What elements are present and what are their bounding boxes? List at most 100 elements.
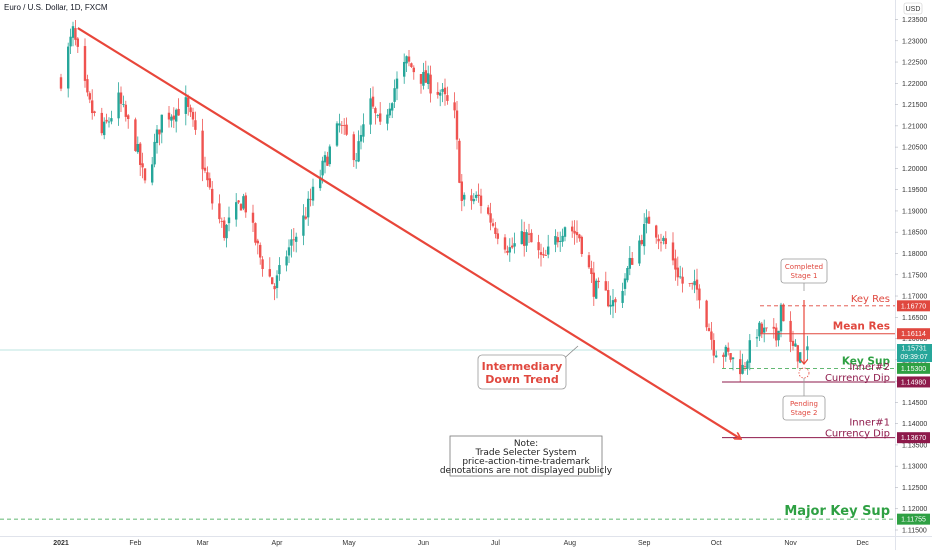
inner1-price-value: 1.13670 (901, 435, 926, 442)
note-box[interactable]: Note: Trade Selecter System price-action… (440, 435, 613, 477)
candle-up (777, 330, 780, 341)
candle-up (595, 280, 598, 299)
price-tick-label: 1.13500 (902, 442, 927, 449)
candle-down (127, 115, 130, 119)
candle-down (429, 74, 432, 94)
candle-up (638, 240, 641, 264)
candle-up (693, 281, 696, 286)
candle-up (626, 268, 629, 281)
candle-down (271, 277, 274, 285)
candle-up (806, 346, 809, 351)
inner2-price-value: 1.14980 (901, 379, 926, 386)
key-res-price-value: 1.16770 (901, 303, 926, 310)
candle-down (244, 195, 247, 213)
candle-up (611, 300, 615, 307)
candle-down (251, 212, 255, 223)
candle-down (292, 239, 295, 241)
candle-down (765, 327, 768, 329)
candle-down (254, 223, 257, 243)
intermediary-callout[interactable]: Intermediary Down Trend (477, 345, 579, 390)
candle-down (580, 236, 583, 255)
pending-stage-callout[interactable]: Pending Stage 2 (782, 378, 826, 421)
candle-up (547, 246, 550, 255)
current-price-tag: 1.15731 09:39:07 (897, 344, 932, 363)
candle-up (475, 194, 478, 198)
price-tick-label: 1.19000 (902, 208, 927, 215)
candle-down (59, 77, 63, 89)
key-sup-price-tag (897, 362, 930, 374)
candle-up (319, 176, 322, 189)
candle-up (295, 236, 298, 242)
candle-down (259, 244, 262, 258)
chart-title: Euro / U.S. Dollar, 1D, FXCM (4, 3, 108, 12)
candle-down (139, 143, 142, 165)
candle-down (172, 115, 175, 120)
candle-down (511, 245, 514, 248)
candle-down (220, 221, 223, 222)
candle-down (345, 124, 348, 135)
mean-res-price-tag (897, 328, 930, 340)
candle-down (218, 203, 221, 220)
bar-countdown: 09:39:07 (900, 354, 927, 361)
candle-down (530, 232, 533, 243)
candle-down (657, 238, 660, 242)
candle-up (643, 224, 646, 247)
candle-up (794, 343, 797, 347)
candle-down (523, 231, 526, 246)
stage-target-circle (798, 367, 810, 379)
inner2-price-tag (897, 376, 930, 388)
candle-down (91, 100, 94, 114)
candle-up (369, 98, 372, 125)
candle-up (357, 141, 360, 162)
candle-down (237, 200, 240, 203)
candle-down (539, 252, 543, 255)
pending-label-line2: Stage 2 (791, 409, 818, 417)
pending-label-line1: Pending (790, 400, 818, 408)
candle-down (211, 188, 214, 204)
candle-down (647, 216, 651, 224)
candle-up (275, 275, 279, 289)
candle-down (436, 91, 439, 95)
price-tick-label: 1.22000 (902, 81, 927, 88)
candle-up (67, 46, 70, 89)
candle-down (410, 63, 413, 68)
note-line3: price-action-time-trademark (462, 457, 590, 467)
down-trend-line[interactable] (77, 27, 740, 439)
candle-up (724, 346, 727, 357)
candle-up (559, 240, 562, 242)
inner2-label-line2: Currency Dip (825, 373, 890, 384)
currency-badge[interactable] (903, 2, 923, 15)
candle-down (83, 46, 87, 81)
candle-up (227, 217, 231, 224)
candle-up (311, 186, 315, 201)
major-key-sup-price-value: 1.11755 (901, 517, 926, 524)
candle-down (614, 299, 617, 303)
completed-stage-callout[interactable]: Completed Stage 1 (780, 258, 828, 379)
candle-down (187, 97, 190, 107)
price-tick-label: 1.23000 (902, 38, 927, 45)
candle-down (167, 112, 171, 120)
candle-down (206, 172, 209, 181)
price-tick-label: 1.21500 (902, 102, 927, 109)
candle-down (782, 304, 785, 322)
candle-up (779, 304, 783, 332)
candle-down (789, 320, 792, 342)
candle-up (338, 123, 341, 126)
price-tick-label: 1.21000 (902, 123, 927, 130)
candle-up (395, 78, 399, 89)
key-res-label: Key Res (851, 294, 890, 305)
mean-res-price-value: 1.16114 (901, 331, 926, 338)
candle-down (710, 331, 713, 340)
inner1-label-line1: Inner#1 (849, 418, 890, 429)
candle-down (201, 130, 204, 170)
candle-up (621, 290, 624, 303)
current-price-value: 1.15731 (901, 346, 926, 353)
candle-up (242, 196, 245, 209)
candle-up (645, 217, 648, 224)
major-key-sup-price-tag (897, 513, 930, 525)
candle-down (506, 250, 509, 253)
candle-down (203, 167, 207, 171)
time-axis[interactable]: 2021 Feb Mar Apr May Jun Jul Aug Sep Oct Nov Dec (53, 540, 869, 547)
candle-down (712, 340, 715, 356)
